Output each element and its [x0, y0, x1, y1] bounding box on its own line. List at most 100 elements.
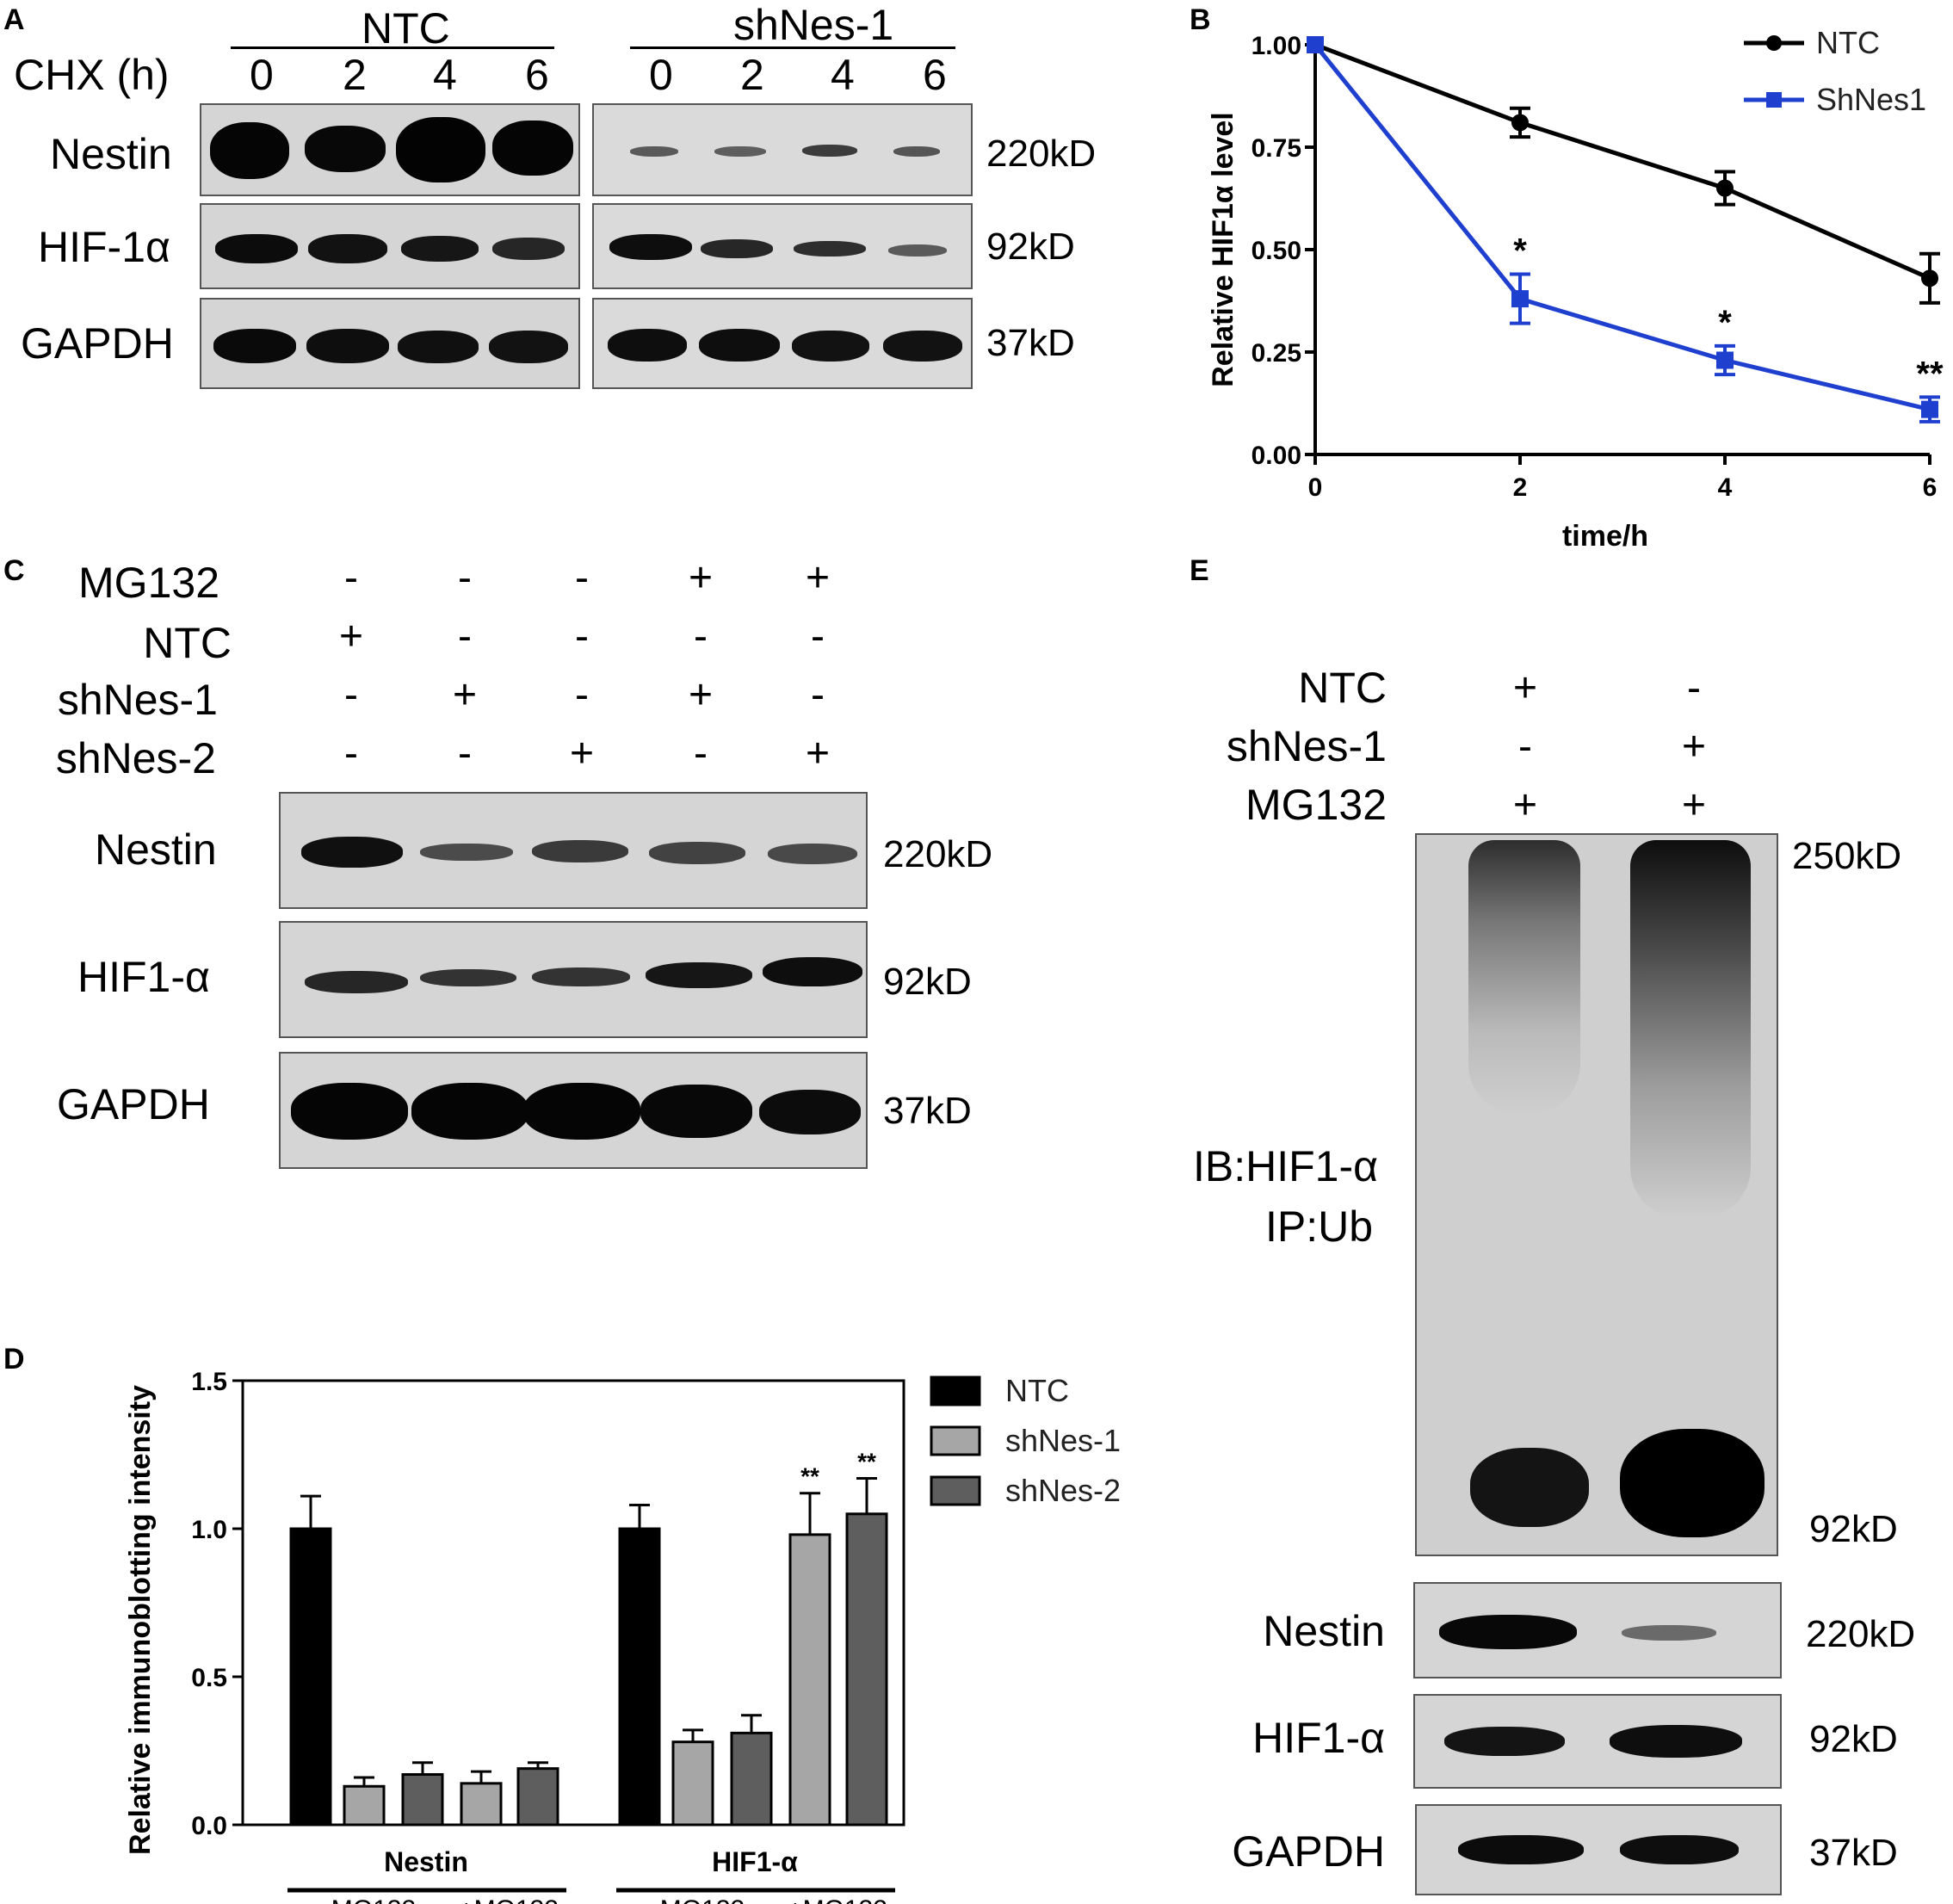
time-label: 4 [433, 51, 457, 99]
y-axis-label: Relative HIF1α level [1207, 112, 1239, 387]
condition-sign: - [694, 614, 708, 659]
condition-sign: - [575, 614, 589, 659]
legend-swatch [930, 1375, 981, 1406]
y-tick-label: 1.5 [191, 1368, 227, 1396]
blot-a-hif1a-ntc [200, 203, 580, 289]
y-tick-label: 0.5 [191, 1664, 227, 1692]
condition-sign: + [338, 614, 364, 659]
mw-label: 92kD [1809, 1718, 1898, 1760]
row-label-hif1a: HIF1-α [77, 953, 210, 1001]
condition-sign: + [452, 672, 478, 718]
group-label-shnes1: shNes-1 [733, 1, 894, 49]
y-tick-label: 0.25 [1252, 339, 1301, 368]
time-label: 2 [343, 51, 367, 99]
condition-sign: - [811, 614, 825, 659]
subgroup-label: -MG132 [323, 1895, 416, 1904]
row-label-nestin: Nestin [50, 130, 172, 178]
cond-label-shnes2: shNes-2 [55, 734, 216, 782]
bar [343, 1784, 386, 1827]
y-axis-label: Relative immunoblotting intensity [124, 1385, 157, 1855]
cond-label-mg132: MG132 [78, 559, 219, 607]
blot-e-hif1a [1413, 1694, 1782, 1789]
condition-sign: - [811, 672, 825, 718]
panel-label-b: B [1190, 3, 1211, 36]
blot-a-hif1a-shnes1 [592, 203, 973, 289]
data-point [1716, 179, 1734, 197]
x-tick-label: 0 [1308, 473, 1323, 502]
panel-label-c: C [3, 554, 25, 587]
time-label: 0 [649, 51, 673, 99]
mw-label: 37kD [986, 322, 1075, 364]
significance-label: ** [800, 1463, 819, 1490]
condition-sign: + [569, 731, 595, 776]
row-label-hif1a: HIF1-α [1252, 1714, 1385, 1762]
blot-e-nestin [1413, 1582, 1782, 1678]
condition-sign: - [458, 731, 472, 776]
y-tick-label: 1.00 [1252, 32, 1301, 60]
mw-label: 92kD [1809, 1508, 1898, 1550]
bar-chart: 0.0 0.5 1.0 1.5 Relative immunoblotting inte… [124, 1368, 1121, 1904]
cond-label-shnes1: shNes-1 [1226, 722, 1387, 770]
mw-label: 220kD [883, 833, 993, 875]
ip-label-ip: IP:Ub [1265, 1202, 1374, 1251]
legend-label: NTC [1005, 1373, 1069, 1408]
cond-label-shnes1: shNes-1 [57, 676, 218, 724]
blot-a-gapdh-shnes1 [592, 298, 973, 389]
significance-label: * [1513, 232, 1527, 270]
legend-label: NTC [1816, 25, 1880, 60]
bar [618, 1527, 661, 1827]
series-line [1313, 43, 1931, 412]
condition-sign: + [688, 555, 714, 601]
condition-sign: + [805, 731, 831, 776]
series-line [1314, 42, 1931, 281]
legend-label: shNes-1 [1005, 1423, 1121, 1458]
mw-label: 37kD [1809, 1832, 1898, 1874]
row-label-gapdh: GAPDH [1232, 1827, 1385, 1876]
blot-a-nestin-shnes1 [592, 103, 973, 196]
bar [516, 1767, 559, 1827]
significance-label: ** [1916, 355, 1944, 393]
legend-label: ShNes1 [1816, 82, 1926, 117]
subgroup-label: -MG132 [652, 1895, 745, 1904]
row-label-nestin: Nestin [1263, 1607, 1385, 1655]
data-point [1921, 269, 1938, 287]
row-label-gapdh: GAPDH [57, 1080, 210, 1128]
bar [788, 1533, 831, 1827]
group-label-ntc: NTC [362, 4, 450, 53]
blot-c-nestin [279, 792, 868, 909]
cond-label-ntc: NTC [1298, 664, 1387, 712]
y-tick-label: 0.00 [1252, 442, 1301, 470]
y-tick-label: 0.0 [191, 1812, 227, 1840]
row-label-nestin: Nestin [95, 825, 217, 874]
plot-frame [241, 1379, 905, 1827]
condition-sign: - [344, 672, 358, 718]
row-label-hif1a: HIF-1α [38, 223, 170, 271]
data-point [1307, 36, 1324, 53]
group-label: Nestin [384, 1846, 468, 1877]
condition-sign: - [1687, 665, 1701, 711]
legend-marker [1766, 35, 1782, 51]
group-line-shnes1 [630, 46, 955, 49]
blot-e-gapdh [1415, 1804, 1782, 1895]
time-label: 6 [525, 51, 549, 99]
time-label: 2 [740, 51, 764, 99]
legend-marker [1766, 92, 1782, 108]
row-label-gapdh: GAPDH [21, 319, 174, 368]
mw-label: 92kD [883, 961, 972, 1003]
mw-label: 220kD [1806, 1613, 1916, 1655]
condition-sign: - [575, 672, 589, 718]
condition-sign: + [688, 672, 714, 718]
x-tick-label: 6 [1923, 473, 1938, 502]
condition-sign: - [344, 555, 358, 601]
data-point [1511, 114, 1529, 132]
data-point [1921, 400, 1938, 418]
bar [460, 1782, 503, 1827]
bar [671, 1740, 714, 1827]
group-line-ntc [231, 46, 554, 49]
cond-label-mg132: MG132 [1245, 781, 1387, 829]
time-label: 0 [250, 51, 274, 99]
time-label: 4 [831, 51, 855, 99]
group-label: HIF1-α [712, 1846, 798, 1877]
panel-label-a: A [3, 3, 25, 36]
significance-label: * [1718, 304, 1732, 342]
